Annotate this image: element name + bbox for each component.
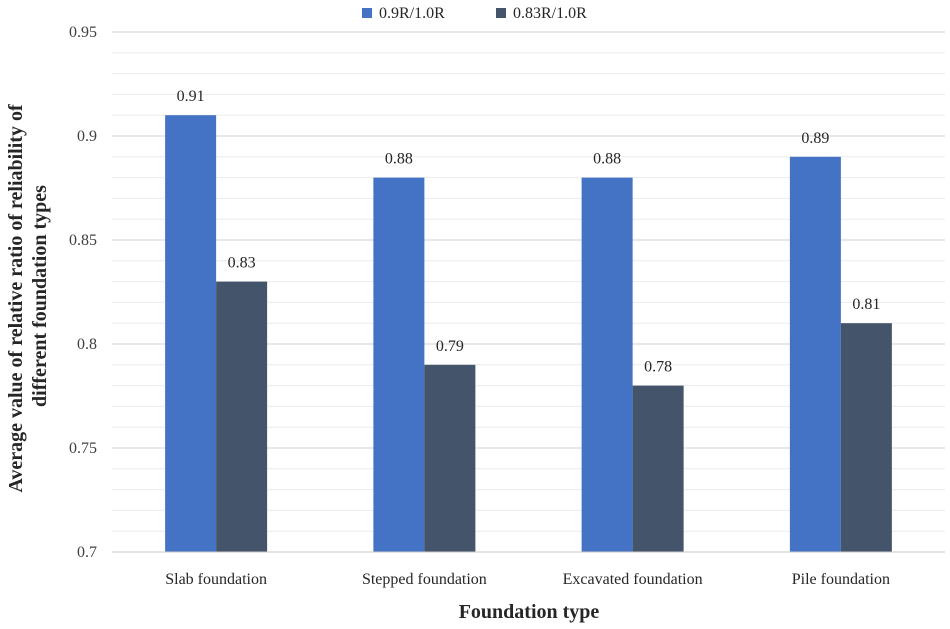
data-label: 0.88 (593, 151, 621, 168)
y-axis-title-line-1: Average value of relative ratio of relia… (5, 104, 27, 493)
data-label: 0.83 (228, 255, 256, 272)
x-category-label: Slab foundation (165, 571, 267, 588)
x-category-label: Excavated foundation (563, 571, 703, 588)
data-label: 0.89 (801, 130, 829, 147)
x-category-label: Stepped foundation (362, 571, 487, 588)
y-tick-label: 0.7 (77, 544, 97, 561)
legend: 0.9R/1.0R 0.83R/1.0R (362, 5, 587, 22)
y-tick-label: 0.95 (69, 24, 97, 41)
x-category-label: Pile foundation (792, 571, 890, 588)
bar-2-2 (424, 364, 476, 552)
bar-1-3 (581, 177, 633, 552)
data-label: 0.81 (852, 296, 880, 313)
bars (165, 115, 892, 553)
y-tick-label: 0.75 (69, 440, 97, 457)
bar-2-4 (840, 323, 892, 552)
bar-2-3 (632, 385, 684, 552)
axes: 0.7 0.75 0.8 0.85 0.9 0.95 Slab foundation Step… (69, 24, 945, 588)
legend-swatch-series-2 (496, 8, 506, 18)
data-labels: 0.91 0.83 0.88 0.79 0.88 0.78 0.89 0.81 (177, 88, 881, 375)
data-label: 0.91 (177, 88, 205, 105)
bar-1-4 (789, 156, 841, 553)
legend-label-series-1: 0.9R/1.0R (379, 5, 445, 22)
legend-swatch-series-1 (362, 8, 372, 18)
y-tick-label: 0.85 (69, 232, 97, 249)
x-axis-title: Foundation type (459, 601, 600, 623)
data-label: 0.88 (385, 151, 413, 168)
data-label: 0.79 (436, 338, 464, 355)
bar-1-2 (373, 177, 425, 552)
y-tick-label: 0.8 (77, 336, 97, 353)
data-label: 0.78 (644, 359, 672, 376)
legend-label-series-2: 0.83R/1.0R (513, 5, 587, 22)
y-axis-title: Average value of relative ratio of relia… (5, 99, 51, 492)
y-axis-title-line-2: different foundation types (29, 185, 51, 407)
bar-2-1 (216, 281, 268, 552)
y-tick-label: 0.9 (77, 128, 97, 145)
bar-1-1 (165, 115, 217, 552)
